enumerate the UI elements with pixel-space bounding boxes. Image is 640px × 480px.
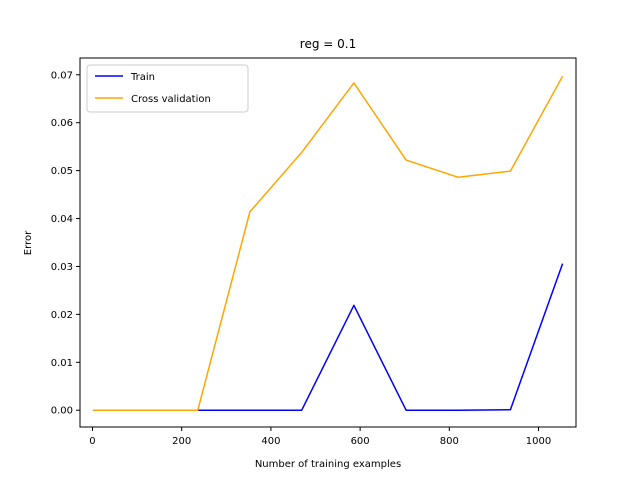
y-tick-label: 0.07: [51, 70, 73, 81]
series-layer: [92, 75, 564, 411]
x-tick-label: 600: [351, 436, 370, 447]
x-tick-label: 0: [89, 436, 95, 447]
y-tick-label: 0.01: [51, 358, 73, 369]
y-tick-label: 0.00: [51, 406, 73, 417]
legend-box: [86, 64, 249, 113]
plot-frame: [79, 57, 577, 428]
y-tick-label: 0.05: [51, 166, 73, 177]
legend-label-cross-validation: Cross validation: [131, 94, 211, 105]
x-axis-label: Number of training examples: [255, 459, 401, 470]
x-tick-label: 1000: [526, 436, 551, 447]
series-line-cross-validation: [92, 75, 564, 411]
x-axis-ticks: 0 200 400 600 800 1000: [89, 427, 551, 447]
y-tick-label: 0.02: [51, 310, 73, 321]
x-tick-label: 400: [261, 436, 280, 447]
y-axis-ticks: 0.00 0.01 0.02 0.03 0.04 0.05 0.06 0.07: [51, 70, 80, 417]
x-tick-label: 200: [172, 436, 191, 447]
legend-label-train: Train: [130, 72, 155, 83]
y-tick-label: 0.04: [51, 214, 73, 225]
y-tick-label: 0.03: [51, 262, 73, 273]
y-tick-label: 0.06: [51, 118, 73, 129]
x-tick-label: 800: [440, 436, 459, 447]
y-axis-label: Error: [23, 230, 34, 255]
chart-title: reg = 0.1: [300, 37, 356, 51]
legend: Train Cross validation: [86, 64, 249, 113]
